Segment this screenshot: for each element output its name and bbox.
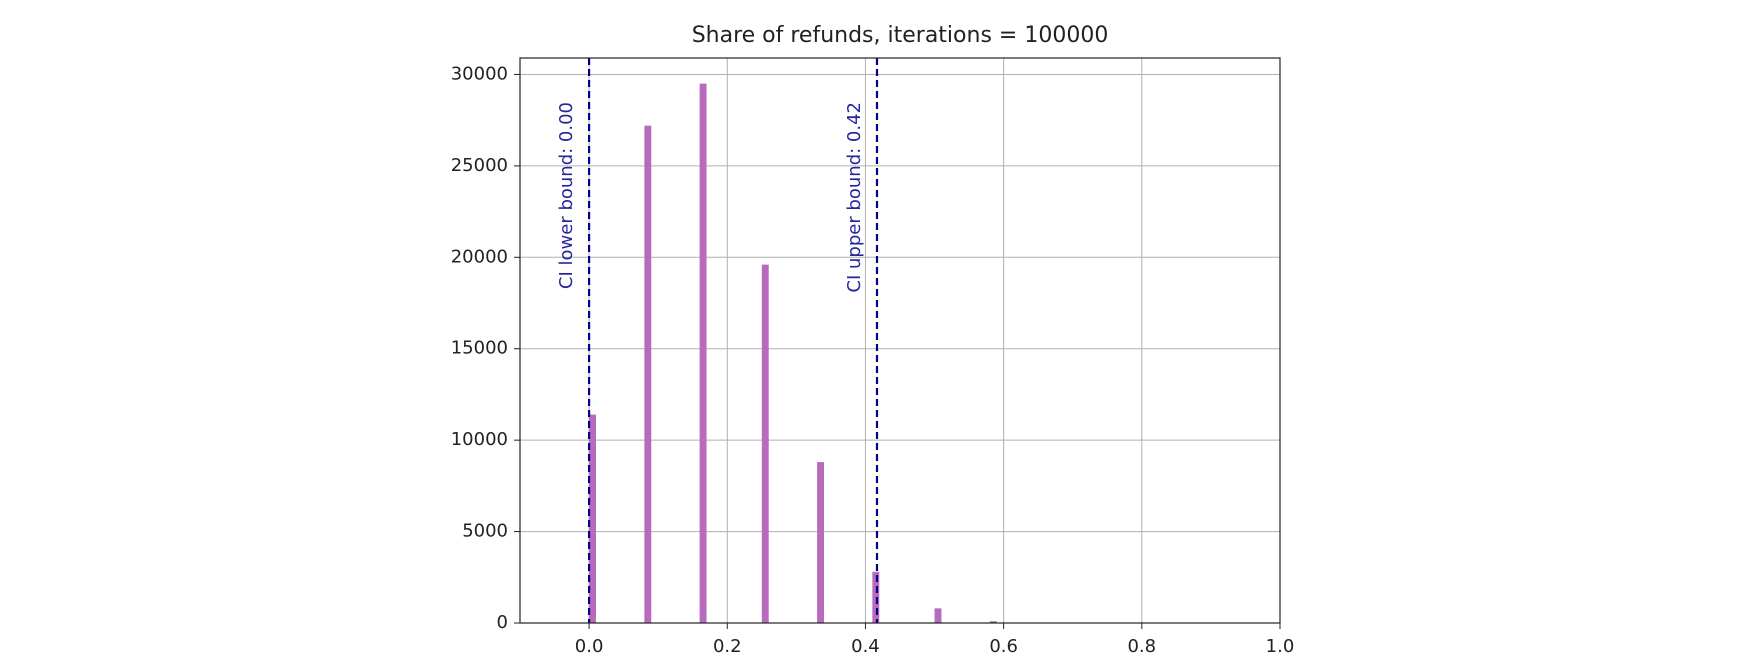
y-tick-label: 30000	[451, 63, 508, 84]
ci-label: CI upper bound: 0.42	[844, 102, 865, 293]
plot-frame	[519, 57, 1281, 624]
y-tick-label: 25000	[451, 155, 508, 176]
y-tick-label: 10000	[451, 429, 508, 450]
bar	[644, 125, 652, 624]
bar	[989, 621, 997, 623]
bar	[872, 571, 880, 623]
bar	[817, 462, 824, 623]
bar	[934, 608, 942, 623]
x-tick-label: 0.4	[851, 636, 880, 657]
chart-title: Share of refunds, iterations = 100000	[692, 23, 1109, 48]
x-tick-label: 0.2	[713, 636, 742, 657]
x-tick-label: 0.6	[989, 636, 1018, 657]
y-tick-label: 0	[497, 612, 508, 633]
bar	[699, 83, 707, 624]
y-tick-label: 15000	[451, 338, 508, 359]
x-tick-label: 1.0	[1266, 636, 1295, 657]
x-tick-label: 0.0	[575, 636, 604, 657]
bar	[589, 414, 596, 623]
y-tick-label: 20000	[451, 246, 508, 267]
x-tick-label: 0.8	[1127, 636, 1156, 657]
ci-label: CI lower bound: 0.00	[556, 102, 577, 289]
bar	[761, 264, 769, 623]
y-tick-label: 5000	[462, 521, 508, 542]
